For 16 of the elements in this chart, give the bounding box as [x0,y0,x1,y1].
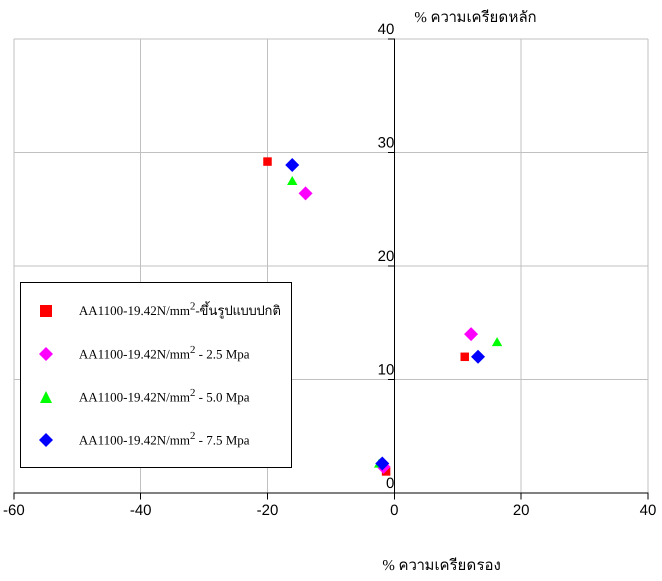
y-tick-label: 30 [378,134,394,152]
y-tick-label: 10 [378,362,394,379]
x-axis-title: % ความเครียดรอง [382,556,501,576]
legend-label: AA1100-19.42N/mm$^{2}$ - 2.5 Mpa [78,344,250,363]
x-tick-label: 40 [640,502,656,520]
legend-label: AA1100-19.42N/mm$^{2}$ - 5.0 Mpa [78,387,250,406]
x-tick-label: -40 [130,502,152,520]
x-tick-label: -60 [2,502,25,520]
y-tick-label: 40 [378,21,394,38]
y-tick-label: 0 [386,475,394,492]
legend-label: AA1100-19.42N/mm$^{2}$ - 7.5 Mpa [78,430,250,449]
y-axis-title: % ความเครียดหลัก [414,8,537,28]
x-tick-label: -20 [256,502,278,520]
x-tick-label: 20 [512,502,530,520]
y-tick-label: 20 [378,248,394,266]
legend-label: AA1100-19.42N/mm$^{2}$-ขึ้นรูปแบบปกติ [78,300,281,320]
